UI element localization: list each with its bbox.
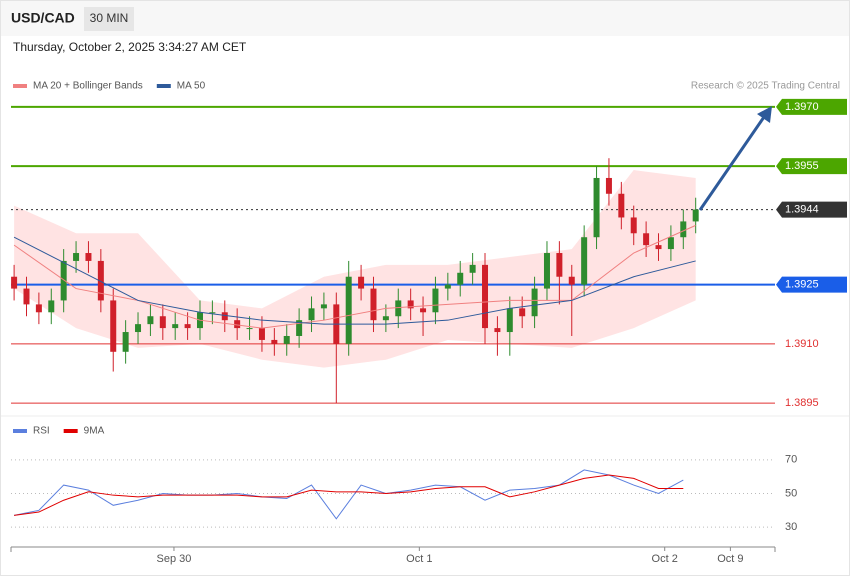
x-tick-label: Oct 2 bbox=[652, 553, 678, 565]
candle-body bbox=[407, 300, 414, 309]
x-tick-label: Oct 1 bbox=[406, 553, 432, 565]
candle-body bbox=[605, 177, 612, 194]
candle-body bbox=[308, 308, 315, 321]
legend-label: RSI bbox=[33, 426, 50, 437]
top-bar bbox=[1, 1, 849, 36]
y-tick-label: 70 bbox=[785, 454, 797, 466]
candle-body bbox=[271, 339, 278, 344]
candle-body bbox=[85, 253, 92, 261]
candle-body bbox=[444, 284, 451, 289]
x-tick-label: Sep 30 bbox=[157, 553, 192, 565]
candle-body bbox=[655, 245, 662, 250]
candle-body bbox=[692, 209, 699, 222]
level-label-box bbox=[776, 201, 847, 218]
candle-body bbox=[432, 288, 439, 313]
candle-body bbox=[159, 316, 166, 329]
legend-label: MA 20 + Bollinger Bands bbox=[33, 81, 143, 92]
legend-swatch bbox=[13, 429, 27, 433]
timestamp: Thursday, October 2, 2025 3:34:27 AM CET bbox=[13, 40, 247, 54]
legend-label: MA 50 bbox=[177, 81, 206, 92]
y-tick-label: 30 bbox=[785, 521, 797, 533]
candle-body bbox=[667, 237, 674, 250]
candle-body bbox=[73, 253, 80, 261]
candle-body bbox=[283, 335, 290, 344]
candle-body bbox=[568, 276, 575, 285]
candle-body bbox=[258, 328, 265, 340]
y-tick-label: 50 bbox=[785, 487, 797, 499]
candle-body bbox=[234, 320, 241, 329]
candle-body bbox=[506, 308, 513, 333]
candle-body bbox=[48, 300, 55, 313]
ma-line bbox=[13, 224, 696, 329]
candle-body bbox=[110, 300, 117, 352]
candle-body bbox=[395, 300, 402, 317]
candle-body bbox=[358, 276, 365, 289]
candle-body bbox=[618, 193, 625, 218]
symbol: USD/CAD bbox=[11, 10, 75, 26]
candle-body bbox=[420, 308, 427, 313]
candle-body bbox=[543, 253, 550, 289]
credit: Research © 2025 Trading Central bbox=[691, 81, 840, 92]
candle-body bbox=[370, 288, 377, 321]
legend-swatch bbox=[156, 84, 171, 88]
candle-body bbox=[382, 316, 389, 321]
interval-box bbox=[84, 7, 134, 31]
candle-body bbox=[147, 316, 154, 325]
candle-body bbox=[35, 304, 42, 313]
level-label-box bbox=[776, 276, 847, 293]
level-label: 1.3944 bbox=[785, 203, 819, 215]
candle-body bbox=[122, 332, 129, 352]
candle-body bbox=[494, 328, 501, 333]
candle-body bbox=[97, 260, 104, 301]
level-label: 1.3895 bbox=[785, 397, 819, 409]
candle-body bbox=[23, 288, 30, 305]
candle-body bbox=[135, 324, 142, 333]
ma-line bbox=[13, 236, 696, 325]
candle-body bbox=[469, 264, 476, 273]
candle-body bbox=[556, 253, 563, 277]
candle-body bbox=[593, 177, 600, 238]
candle-body bbox=[246, 328, 253, 330]
candle-body bbox=[680, 221, 687, 238]
candle-body bbox=[172, 324, 179, 329]
x-tick-label: Oct 9 bbox=[717, 553, 743, 565]
legend-swatch bbox=[13, 84, 27, 88]
candle-body bbox=[581, 237, 588, 285]
level-label-box bbox=[776, 158, 847, 175]
candle-body bbox=[296, 320, 303, 336]
candle-body bbox=[630, 217, 637, 234]
level-label: 1.3925 bbox=[785, 279, 819, 291]
arrow-head bbox=[757, 106, 772, 123]
level-label: 1.3970 bbox=[785, 101, 819, 113]
candle-body bbox=[11, 276, 18, 289]
rsi-line bbox=[13, 469, 684, 520]
candle-body bbox=[60, 260, 67, 301]
rsi-line bbox=[14, 474, 684, 516]
legend-label: 9MA bbox=[84, 426, 105, 437]
level-label: 1.3910 bbox=[785, 338, 819, 350]
arrow-shaft bbox=[698, 116, 766, 211]
candle-body bbox=[184, 324, 191, 329]
candle-body bbox=[519, 308, 526, 317]
bollinger-band bbox=[14, 170, 696, 368]
candle-body bbox=[457, 272, 464, 285]
candle-body bbox=[209, 312, 216, 314]
candle-body bbox=[221, 312, 228, 321]
candle-body bbox=[320, 304, 327, 309]
legend-swatch bbox=[63, 429, 78, 433]
level-label: 1.3955 bbox=[785, 160, 819, 172]
candle-body bbox=[345, 276, 352, 344]
level-label-box bbox=[776, 98, 847, 115]
candle-body bbox=[531, 288, 538, 317]
candle-body bbox=[482, 264, 489, 329]
candle-body bbox=[643, 233, 650, 246]
interval: 30 MIN bbox=[90, 11, 129, 25]
